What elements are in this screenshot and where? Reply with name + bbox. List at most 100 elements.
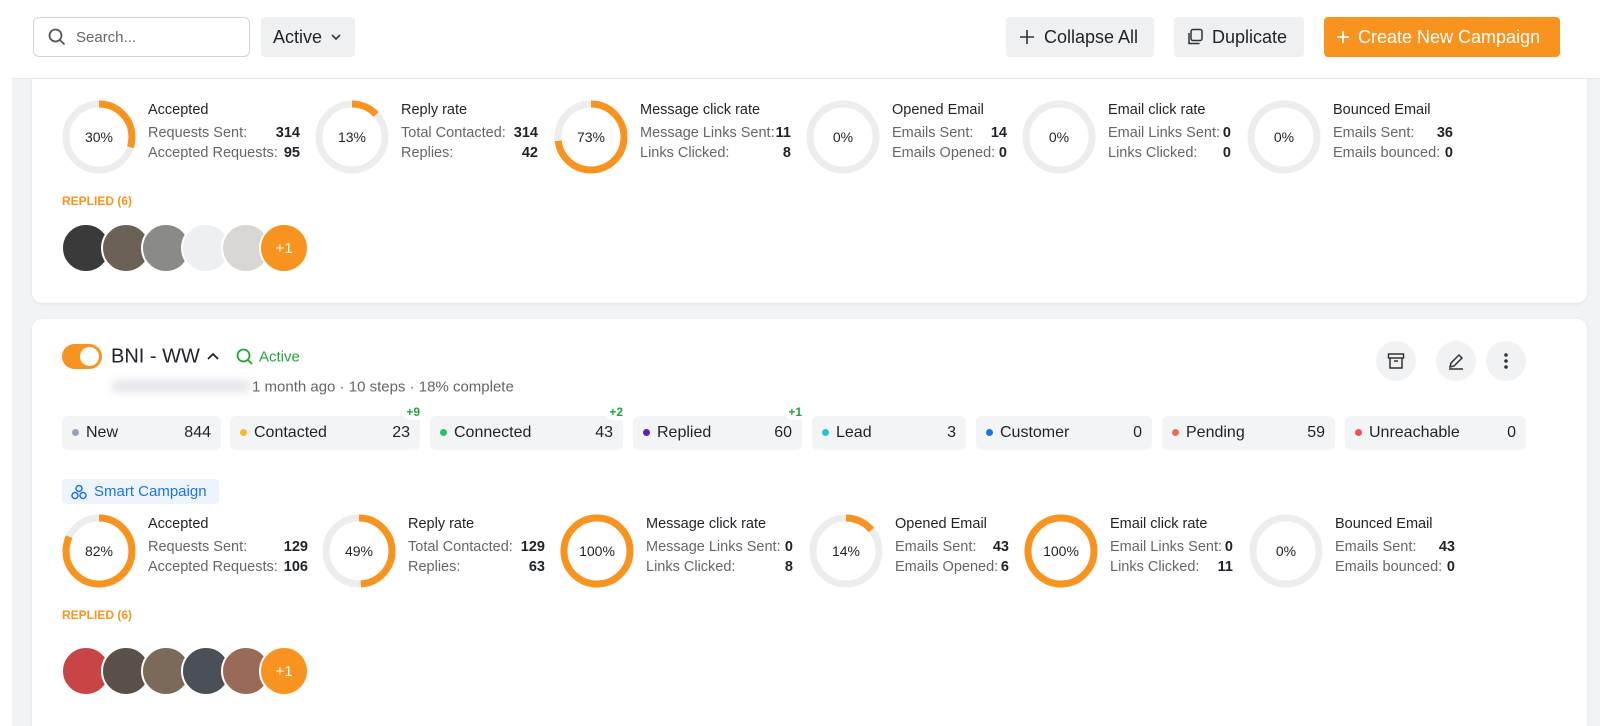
more-avatars: +1 — [259, 646, 309, 696]
stage-chip: Connected 43 +2 — [430, 404, 627, 450]
stage-dot — [822, 429, 829, 436]
stage-badge: +9 — [402, 404, 424, 420]
toggle-knob — [80, 347, 99, 366]
stat-value: 0 — [1222, 125, 1231, 141]
stat-label: Total Contacted: — [408, 539, 513, 555]
dots-icon — [1504, 353, 1508, 369]
stage-name: Connected — [454, 424, 532, 441]
ring-label: 100% — [579, 543, 615, 559]
stat-label: Requests Sent: — [148, 125, 248, 141]
stat-title: Accepted — [148, 516, 209, 532]
archive-button[interactable] — [1376, 341, 1416, 381]
stage-name: Unreachable — [1369, 424, 1460, 441]
stage-chip: Replied 60 +1 — [633, 404, 806, 450]
stage-chip: Customer 0 — [976, 416, 1152, 450]
stat-label: Emails Opened: — [892, 145, 996, 161]
progress-ring — [62, 100, 136, 174]
ring-label: 0% — [1048, 129, 1070, 145]
stat-value: 11 — [1217, 559, 1233, 575]
ring-arc — [1024, 514, 1098, 588]
stage-dot — [986, 429, 993, 436]
stage-chip: New 844 — [62, 416, 221, 450]
replied-label: REPLIED (6) — [62, 194, 133, 208]
stage-name: Pending — [1186, 424, 1245, 441]
progress-ring — [322, 514, 396, 588]
stat-value: 0 — [1446, 559, 1455, 575]
plus-icon — [1337, 31, 1349, 43]
stat-title: Message click rate — [640, 102, 761, 118]
search-box[interactable]: Search... — [33, 17, 250, 57]
collapse-button[interactable]: Collapse All — [1006, 17, 1154, 57]
create-button[interactable]: Create New Campaign — [1324, 17, 1560, 57]
stat-title: Message click rate — [646, 516, 767, 532]
filter-label: Active — [273, 26, 323, 47]
stage-chip: Pending 59 — [1162, 416, 1335, 450]
more-button[interactable] — [1486, 341, 1526, 381]
edit-button[interactable] — [1436, 341, 1476, 381]
stat-label: Requests Sent: — [148, 539, 248, 555]
stat-label: Total Contacted: — [401, 125, 506, 141]
stat-value: 106 — [283, 559, 308, 575]
stage-name: New — [86, 424, 119, 441]
ring-label: 0% — [1275, 543, 1297, 559]
replied-label: REPLIED (6) — [62, 608, 133, 622]
stage-chip: Unreachable 0 — [1345, 416, 1526, 450]
duplicate-button[interactable]: Duplicate — [1174, 17, 1304, 57]
ring-arc — [62, 514, 136, 588]
stage-dot — [240, 429, 247, 436]
progress-ring — [560, 514, 634, 588]
stat-title: Opened Email — [892, 102, 984, 118]
stat-value: 0 — [1222, 145, 1231, 161]
stat-value: 6 — [1000, 559, 1009, 575]
stat-label: Links Clicked: — [1108, 145, 1198, 161]
stat-value: 43 — [1438, 539, 1455, 555]
stage-count: 59 — [1307, 424, 1325, 441]
filter-dropdown[interactable]: Active — [261, 17, 355, 57]
ring-track — [806, 100, 880, 174]
stat-value: 0 — [1444, 145, 1453, 161]
ring-label: 100% — [1043, 543, 1079, 559]
stat-value: 314 — [513, 125, 538, 141]
stat-label: Emails Sent: — [895, 539, 977, 555]
progress-ring — [62, 514, 136, 588]
search-placeholder: Search... — [76, 28, 137, 46]
ring-track — [1022, 100, 1096, 174]
stat-title: Email click rate — [1110, 516, 1208, 532]
blurred-owner — [112, 380, 250, 392]
stat-value: 63 — [528, 559, 545, 575]
stat-label: Links Clicked: — [1110, 559, 1200, 575]
stage-count: 0 — [1507, 424, 1516, 441]
stat-label: Links Clicked: — [640, 145, 730, 161]
more-avatars: +1 — [259, 223, 309, 273]
ring-label: 73% — [576, 129, 606, 145]
stage-chip: Contacted 23 +9 — [230, 404, 424, 450]
stage-count: 60 — [774, 424, 792, 441]
stage-dot — [440, 429, 447, 436]
stat-label: Emails Sent: — [1335, 539, 1417, 555]
stage-name: Replied — [657, 424, 712, 441]
campaign-name: BNI - WW — [111, 345, 200, 368]
progress-ring — [1022, 100, 1096, 174]
stat-title: Accepted — [148, 102, 209, 118]
ring-arc — [809, 514, 883, 588]
button-label: Duplicate — [1212, 26, 1288, 47]
stage-count: 43 — [595, 424, 613, 441]
stat-label: Links Clicked: — [646, 559, 736, 575]
progress-ring — [315, 100, 389, 174]
stat-title: Bounced Email — [1333, 102, 1431, 118]
tag-icon — [71, 484, 87, 499]
side-strip — [0, 0, 12, 726]
stat-label: Emails Sent: — [892, 125, 974, 141]
ring-label: 13% — [337, 129, 367, 145]
stat-label: Message Links Sent: — [640, 125, 775, 141]
button-label: Collapse All — [1044, 26, 1139, 47]
ring-track — [1249, 514, 1323, 588]
toggle[interactable] — [62, 344, 102, 369]
stage-count: 844 — [184, 424, 211, 441]
stat-label: Replies: — [408, 559, 461, 575]
ring-label: 0% — [832, 129, 854, 145]
chevron-up[interactable] — [206, 350, 220, 362]
stage-name: Contacted — [254, 424, 327, 441]
stat-label: Emails bounced: — [1335, 559, 1443, 575]
ring-label: 14% — [831, 543, 861, 559]
